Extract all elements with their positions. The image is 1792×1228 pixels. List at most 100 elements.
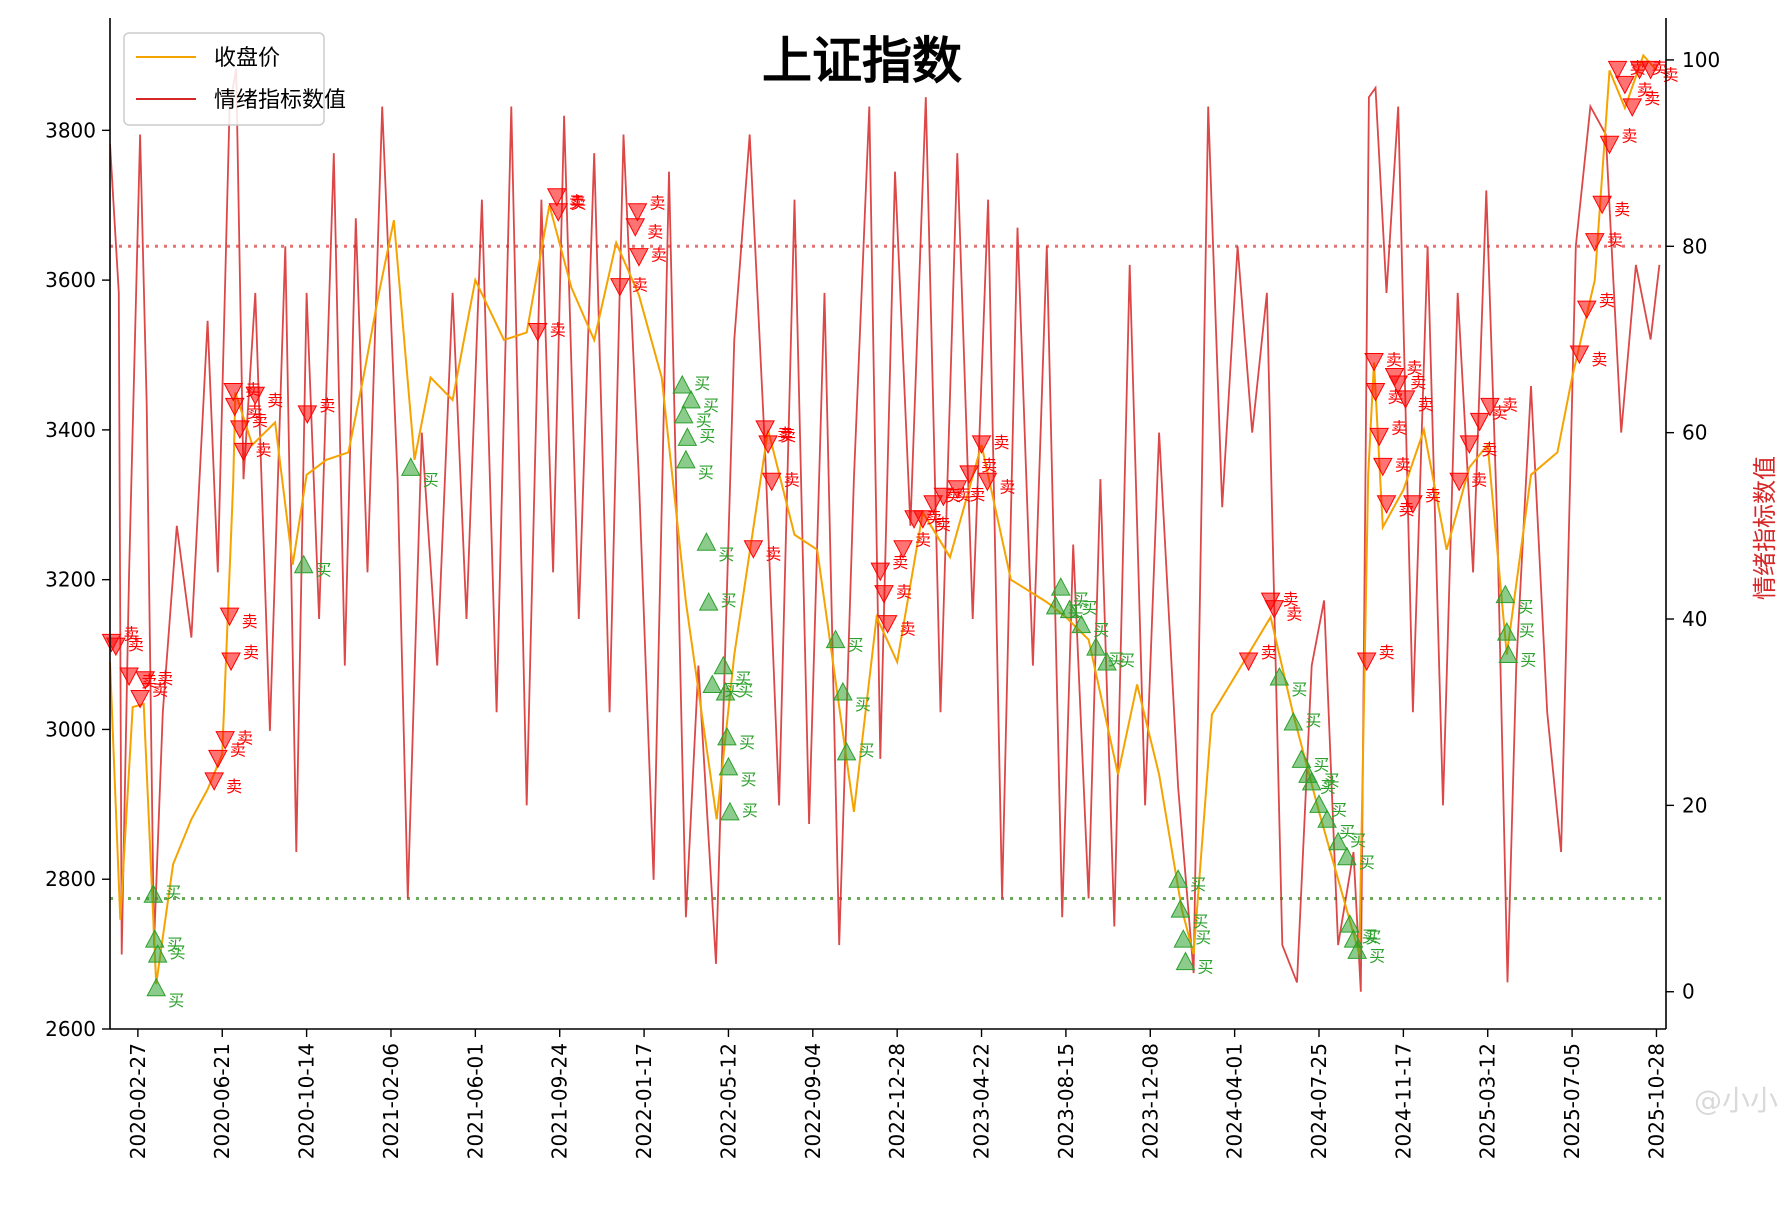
sell-label: 卖	[569, 193, 585, 212]
x-tick-label: 2024-04-01	[1223, 1043, 1247, 1159]
legend-label-price: 收盘价	[214, 46, 280, 71]
sell-label: 卖	[1591, 350, 1607, 369]
sell-marker	[548, 203, 569, 222]
axes: 2600 2800 3000 3200 3400 3600 3800 0 20 40 60 80 100…	[45, 18, 1720, 1159]
buy-label: 买	[1359, 853, 1375, 872]
sell-marker	[1592, 195, 1613, 215]
buy-marker	[717, 726, 737, 746]
price-series	[110, 53, 1658, 985]
sell-marker	[1459, 435, 1480, 454]
sell-label: 卖	[780, 426, 796, 445]
sell-label: 卖	[647, 223, 663, 242]
sell-label: 卖	[1410, 373, 1426, 392]
sell-marker	[1585, 233, 1605, 252]
x-tick-label: 2023-04-22	[970, 1043, 994, 1159]
sentiment-series	[110, 69, 1661, 992]
y-tick-label: 3000	[45, 717, 96, 741]
sell-marker	[527, 323, 548, 342]
buy-label: 买	[1365, 928, 1381, 947]
sell-label: 卖	[632, 276, 648, 295]
sell-label: 卖	[570, 194, 586, 213]
sell-marker	[1640, 60, 1661, 80]
buy-label: 买	[1195, 928, 1211, 947]
buy-label: 买	[423, 470, 439, 489]
x-tick-label: 2022-05-12	[716, 1043, 740, 1159]
sell-label: 卖	[892, 553, 908, 572]
sell-marker	[224, 397, 245, 417]
buy-marker	[833, 681, 853, 701]
buy-marker	[1291, 749, 1312, 768]
sell-marker	[245, 386, 266, 406]
sell-marker	[923, 495, 943, 514]
buy-label: 买	[316, 561, 332, 580]
sell-label: 卖	[256, 440, 272, 459]
sell-label: 卖	[267, 391, 283, 410]
sell-marker	[893, 540, 913, 559]
sell-marker	[933, 487, 954, 507]
y-tick-label: 2800	[45, 867, 96, 891]
buy-marker	[1498, 644, 1519, 664]
sell-label: 卖	[237, 729, 253, 748]
price-line	[110, 53, 1658, 985]
sell-marker	[297, 405, 318, 424]
buy-label: 买	[1331, 800, 1347, 819]
buy-label: 买	[1369, 946, 1385, 965]
x-tick-label: 2021-02-06	[379, 1043, 403, 1159]
x-tick-label: 2025-10-28	[1644, 1043, 1668, 1159]
buy-label: 买	[1197, 958, 1213, 977]
sell-label: 卖	[152, 680, 168, 699]
buy-marker	[1339, 914, 1360, 933]
sell-label: 卖	[784, 470, 800, 489]
sell-marker	[1388, 375, 1409, 395]
sell-marker	[977, 472, 998, 492]
sell-label: 卖	[247, 402, 263, 421]
buy-label: 买	[170, 943, 186, 962]
sell-marker	[135, 671, 156, 690]
buy-label: 买	[1190, 875, 1206, 894]
buy-marker	[1059, 599, 1080, 619]
sentiment-line	[110, 69, 1661, 992]
sell-marker	[627, 203, 648, 222]
x-tick-label: 2024-11-17	[1391, 1043, 1415, 1159]
y-tick-label: 3800	[45, 118, 96, 142]
y-tick-label: 3600	[45, 268, 96, 292]
sell-marker	[971, 435, 992, 454]
buy-label: 买	[1350, 831, 1366, 850]
buy-marker	[400, 457, 421, 476]
buy-label: 买	[1324, 771, 1340, 790]
sell-marker	[959, 465, 979, 484]
sell-label: 卖	[1471, 470, 1487, 489]
legend: 收盘价 情绪指标数值	[123, 32, 346, 126]
sell-label: 卖	[1391, 418, 1407, 437]
sell-marker	[221, 652, 241, 672]
sell-marker	[1364, 352, 1384, 372]
sell-label: 卖	[319, 396, 335, 415]
sell-marker	[223, 382, 244, 402]
sell-marker	[1576, 300, 1597, 320]
y2-axis-label: 情绪指标数值	[1751, 456, 1779, 600]
buy-marker	[1045, 595, 1066, 615]
sell-label: 卖	[1481, 440, 1497, 459]
sell-marker	[758, 435, 778, 454]
sell-marker	[1238, 652, 1259, 672]
y2-tick-label: 0	[1682, 980, 1695, 1004]
x-tick-label: 2023-12-08	[1138, 1043, 1162, 1159]
sell-marker	[204, 772, 225, 791]
sell-label: 卖	[915, 531, 931, 550]
sell-label: 卖	[1492, 403, 1508, 422]
buy-label: 买	[703, 396, 719, 415]
buy-label: 买	[855, 695, 871, 714]
buy-marker	[676, 449, 696, 469]
sell-label: 卖	[252, 411, 268, 430]
buy-label: 买	[1517, 598, 1533, 617]
buy-marker	[1283, 711, 1304, 731]
threshold-lines	[110, 244, 1666, 901]
sell-marker	[877, 615, 898, 634]
sell-marker	[230, 420, 250, 439]
sell-marker	[1372, 457, 1393, 477]
sell-label: 卖	[896, 583, 912, 602]
sell-marker	[1376, 495, 1397, 514]
buy-label: 买	[1520, 651, 1536, 670]
buy-marker	[1495, 584, 1516, 604]
